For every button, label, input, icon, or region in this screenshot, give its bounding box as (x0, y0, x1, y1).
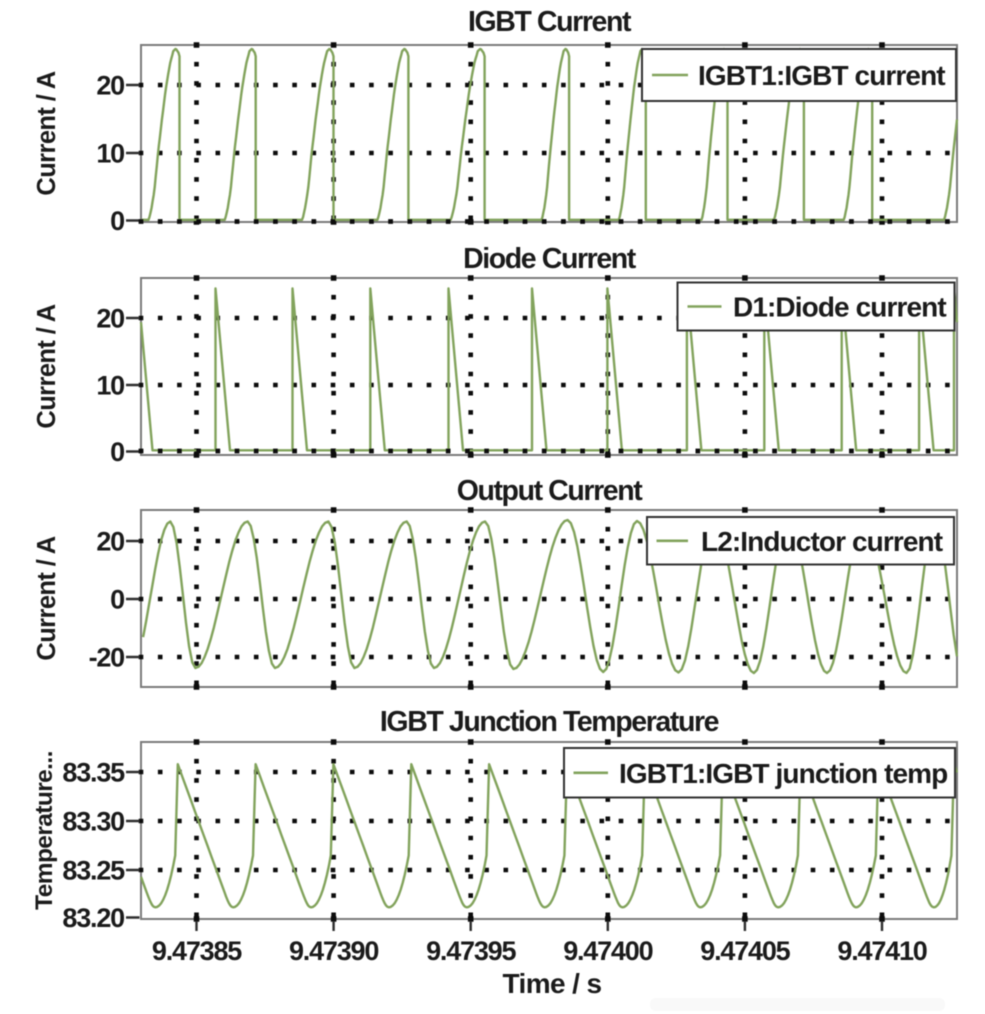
svg-text:Diode Current: Diode Current (463, 243, 637, 275)
svg-text:Time / s: Time / s (503, 968, 602, 999)
svg-text:10: 10 (96, 139, 124, 169)
svg-text:IGBT1:IGBT current: IGBT1:IGBT current (698, 60, 945, 91)
svg-text:L2:Inductor current: L2:Inductor current (701, 526, 943, 557)
svg-text:0: 0 (110, 206, 124, 236)
svg-text:20: 20 (96, 527, 124, 557)
svg-text:9.47410: 9.47410 (837, 936, 926, 966)
svg-text:9.47385: 9.47385 (152, 936, 242, 966)
svg-text:Output Current: Output Current (457, 475, 644, 507)
svg-text:0: 0 (110, 585, 124, 615)
svg-text:20: 20 (96, 304, 124, 334)
svg-text:0: 0 (110, 437, 124, 467)
svg-text:9.47405: 9.47405 (700, 936, 790, 966)
svg-text:D1:Diode current: D1:Diode current (733, 292, 946, 323)
svg-text:83.35: 83.35 (62, 758, 125, 788)
svg-text:9.47395: 9.47395 (426, 936, 516, 966)
svg-text:83.20: 83.20 (62, 903, 124, 933)
svg-text:Current / A: Current / A (33, 71, 61, 195)
svg-text:9.47400: 9.47400 (563, 936, 652, 966)
svg-text:83.30: 83.30 (62, 807, 124, 837)
svg-text:83.25: 83.25 (62, 856, 125, 886)
svg-text:IGBT Current: IGBT Current (468, 6, 632, 38)
svg-text:-20: -20 (89, 643, 125, 673)
svg-text:10: 10 (96, 371, 124, 401)
svg-text:Current / A: Current / A (33, 536, 61, 660)
svg-text:Current / A: Current / A (33, 304, 61, 428)
svg-text:IGBT Junction Temperature: IGBT Junction Temperature (380, 706, 719, 738)
svg-text:9.47390: 9.47390 (289, 936, 378, 966)
svg-text:Temperature...: Temperature... (31, 751, 58, 910)
svg-text:IGBT1:IGBT junction temp: IGBT1:IGBT junction temp (619, 758, 947, 789)
svg-text:20: 20 (96, 71, 124, 101)
